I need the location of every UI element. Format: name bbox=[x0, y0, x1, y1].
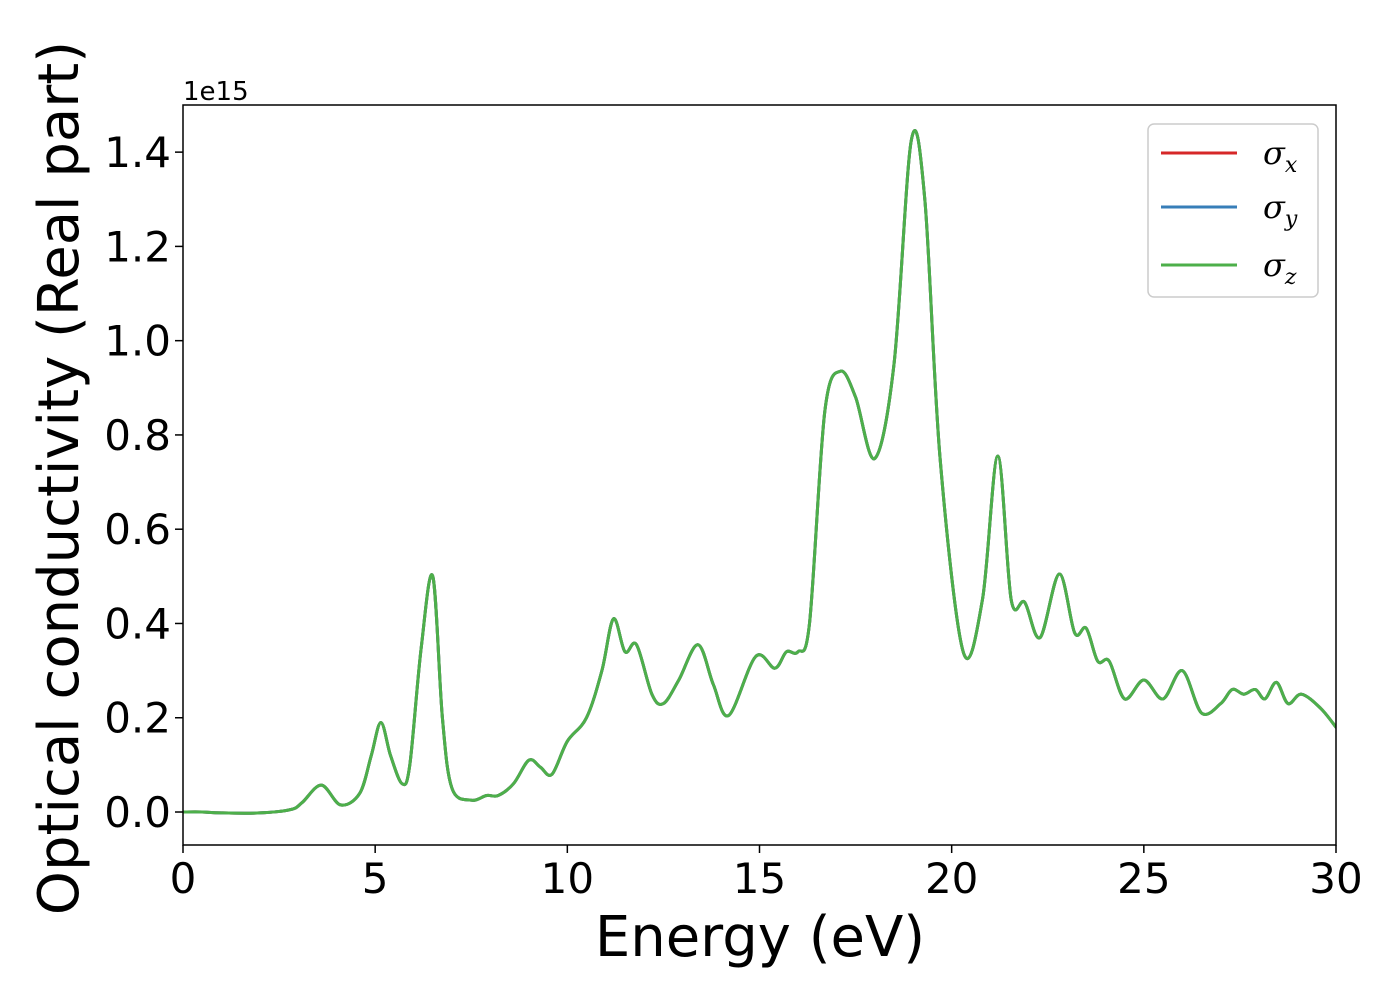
y-axis-title: Optical conductivity (Real part) bbox=[27, 41, 92, 915]
x-tick-label: 20 bbox=[925, 854, 978, 903]
y-tick-label: 0.2 bbox=[104, 694, 171, 743]
x-tick-label: 5 bbox=[362, 854, 389, 903]
x-tick-label: 10 bbox=[541, 854, 594, 903]
y-offset-label: 1e15 bbox=[183, 77, 249, 107]
x-tick-label: 30 bbox=[1309, 854, 1362, 903]
y-tick-label: 1.0 bbox=[104, 317, 171, 366]
y-tick-label: 1.4 bbox=[104, 128, 171, 177]
x-tick-label: 25 bbox=[1117, 854, 1170, 903]
x-axis-title: Energy (eV) bbox=[595, 905, 925, 970]
y-tick-label: 1.2 bbox=[104, 222, 171, 271]
y-tick-label: 0.0 bbox=[104, 788, 171, 837]
x-tick-label: 15 bbox=[733, 854, 786, 903]
y-axis-ticks: 0.0 0.2 0.4 0.6 0.8 1.0 1.2 1.4 bbox=[104, 128, 183, 837]
y-tick-label: 0.8 bbox=[104, 411, 171, 460]
x-tick-label: 0 bbox=[170, 854, 197, 903]
legend-box bbox=[1147, 123, 1319, 298]
series-line-z bbox=[183, 129, 1336, 815]
y-tick-label: 0.6 bbox=[104, 505, 171, 554]
series-layer bbox=[183, 129, 1336, 815]
x-axis-ticks: 0 5 10 15 20 25 30 bbox=[170, 845, 1363, 903]
y-tick-label: 0.4 bbox=[104, 599, 171, 648]
